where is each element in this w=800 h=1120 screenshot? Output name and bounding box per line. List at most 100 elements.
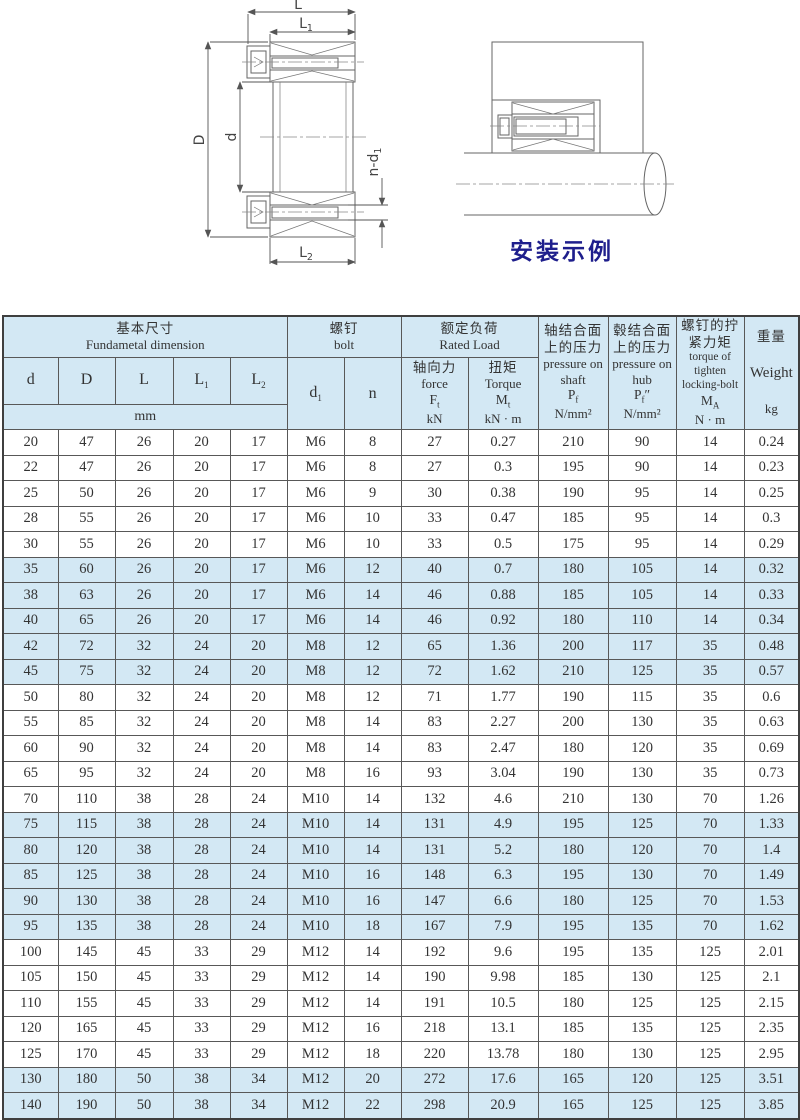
table-cell: 170 <box>57 1041 116 1068</box>
dim-label-D: D <box>192 135 208 146</box>
col-header-L1: L1 <box>172 357 231 405</box>
table-cell: 1.62 <box>467 658 539 685</box>
table-cell: 165 <box>57 1015 116 1042</box>
table-cell: 120 <box>57 837 116 864</box>
table-cell: 180 <box>537 556 609 583</box>
table-row: 75 115 38 28 24 M10 14 131 4.9 195 125 70 1.33 <box>2 811 800 838</box>
table-row: 42 72 32 24 20 M8 12 65 1.36 200 117 35 0.48 <box>2 633 800 660</box>
table-cell: 0.25 <box>743 480 800 507</box>
table-cell: 218 <box>400 1015 469 1042</box>
table-cell: M10 <box>286 862 345 889</box>
header-tightening-torque: 螺钉的拧紧力矩 torque of tighten locking-bolt M… <box>675 315 745 430</box>
table-cell: M6 <box>286 531 345 558</box>
table-cell: 75 <box>57 658 116 685</box>
table-cell: 95 <box>607 480 677 507</box>
table-cell: 6.3 <box>467 862 539 889</box>
table-cell: 16 <box>343 862 402 889</box>
table-cell: 192 <box>400 939 469 966</box>
table-cell: 0.38 <box>467 480 539 507</box>
table-cell: M6 <box>286 429 345 456</box>
table-cell: 34 <box>229 1092 288 1119</box>
table-cell: 195 <box>537 811 609 838</box>
table-cell: 28 <box>172 837 231 864</box>
table-cell: 125 <box>607 888 677 915</box>
table-row: 120 165 45 33 29 M12 16 218 13.1 185 135 125 2.35 <box>2 1015 800 1042</box>
table-cell: 17 <box>229 429 288 456</box>
table-cell: 30 <box>400 480 469 507</box>
table-row: 50 80 32 24 20 M8 12 71 1.77 190 115 35 0.6 <box>2 684 800 711</box>
table-cell: 185 <box>537 582 609 609</box>
table-cell: 32 <box>114 633 174 660</box>
table-cell: 1.62 <box>743 913 800 940</box>
table-cell: 0.7 <box>467 556 539 583</box>
table-cell: 0.5 <box>467 531 539 558</box>
table-cell: 9.98 <box>467 964 539 991</box>
table-cell: 14 <box>343 786 402 813</box>
table-cell: 55 <box>57 505 116 532</box>
dim-label-L1: L1 <box>299 16 313 34</box>
table-cell: 140 <box>2 1092 59 1119</box>
table-cell: 85 <box>57 709 116 736</box>
table-cell: 38 <box>114 837 174 864</box>
table-cell: 14 <box>675 607 745 634</box>
table-cell: 80 <box>57 684 116 711</box>
table-cell: 131 <box>400 811 469 838</box>
table-cell: 28 <box>172 862 231 889</box>
table-cell: M12 <box>286 1066 345 1093</box>
table-cell: 2.1 <box>743 964 800 991</box>
table-cell: M12 <box>286 1092 345 1119</box>
table-cell: M10 <box>286 888 345 915</box>
table-cell: 72 <box>57 633 116 660</box>
table-cell: 210 <box>537 786 609 813</box>
table-cell: M8 <box>286 633 345 660</box>
table-cell: 8 <box>343 454 402 481</box>
table-cell: 0.24 <box>743 429 800 456</box>
table-cell: 17 <box>229 480 288 507</box>
header-rated-load: 额定负荷 Rated Load <box>400 315 539 358</box>
table-cell: 180 <box>537 607 609 634</box>
table-cell: 60 <box>2 735 59 762</box>
table-cell: 220 <box>400 1041 469 1068</box>
table-cell: M6 <box>286 607 345 634</box>
table-cell: 7.9 <box>467 913 539 940</box>
table-cell: 9.6 <box>467 939 539 966</box>
table-cell: 9 <box>343 480 402 507</box>
table-cell: 24 <box>229 888 288 915</box>
table-cell: 63 <box>57 582 116 609</box>
table-cell: 20 <box>172 582 231 609</box>
table-cell: 14 <box>343 582 402 609</box>
table-cell: 72 <box>400 658 469 685</box>
table-cell: 1.77 <box>467 684 539 711</box>
table-cell: 18 <box>343 1041 402 1068</box>
figure-area: L L1 D d L2 n-d1 <box>0 0 800 313</box>
table-cell: 14 <box>343 964 402 991</box>
table-cell: 12 <box>343 633 402 660</box>
table-cell: 27 <box>400 454 469 481</box>
table-cell: M6 <box>286 582 345 609</box>
table-cell: 147 <box>400 888 469 915</box>
table-row: 38 63 26 20 17 M6 14 46 0.88 185 105 14 0.33 <box>2 582 800 609</box>
table-cell: 195 <box>537 862 609 889</box>
table-cell: 45 <box>2 658 59 685</box>
table-cell: 0.48 <box>743 633 800 660</box>
table-cell: 90 <box>2 888 59 915</box>
table-cell: 14 <box>343 837 402 864</box>
table-cell: 45 <box>114 990 174 1017</box>
table-cell: 0.92 <box>467 607 539 634</box>
table-row: 110 155 45 33 29 M12 14 191 10.5 180 125 125 2.15 <box>2 990 800 1017</box>
table-cell: M10 <box>286 913 345 940</box>
table-cell: 70 <box>675 862 745 889</box>
table-cell: 167 <box>400 913 469 940</box>
table-cell: 35 <box>675 735 745 762</box>
installation-caption: 安装示例 <box>510 239 614 265</box>
table-cell: M12 <box>286 1015 345 1042</box>
table-cell: 180 <box>57 1066 116 1093</box>
table-cell: M12 <box>286 1041 345 1068</box>
table-cell: 120 <box>607 735 677 762</box>
table-cell: 14 <box>343 709 402 736</box>
table-row: 30 55 26 20 17 M6 10 33 0.5 175 95 14 0.29 <box>2 531 800 558</box>
table-cell: 0.63 <box>743 709 800 736</box>
table-cell: 135 <box>607 939 677 966</box>
table-cell: 45 <box>114 1015 174 1042</box>
table-cell: 20 <box>172 607 231 634</box>
